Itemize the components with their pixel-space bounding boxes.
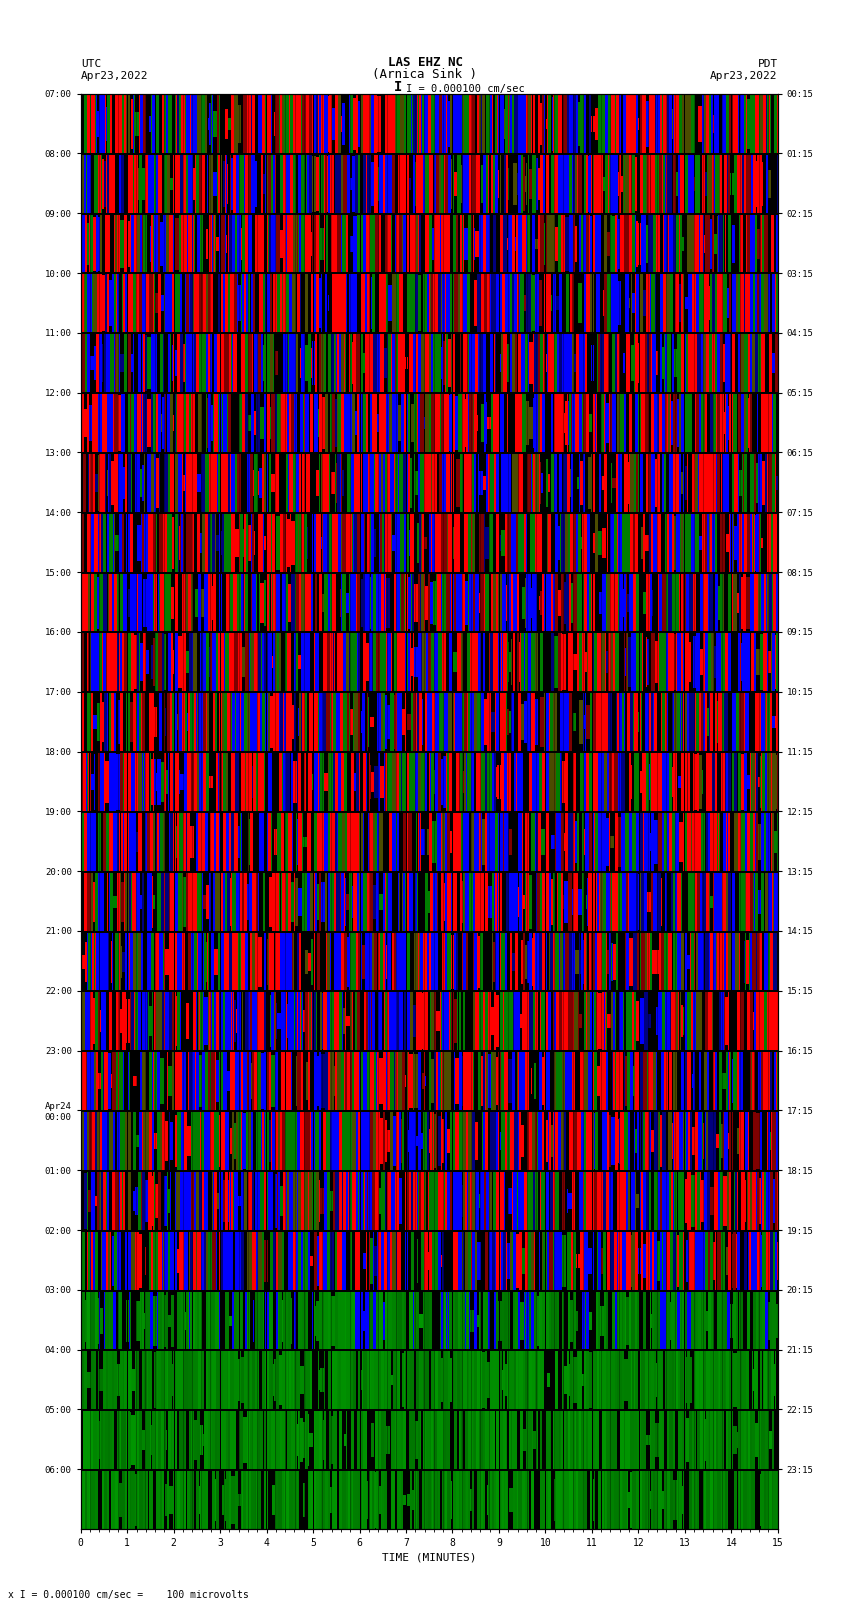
Text: Apr23,2022: Apr23,2022 [711, 71, 778, 82]
Text: I = 0.000100 cm/sec: I = 0.000100 cm/sec [406, 84, 525, 94]
X-axis label: TIME (MINUTES): TIME (MINUTES) [382, 1552, 477, 1563]
Text: Apr23,2022: Apr23,2022 [81, 71, 148, 82]
Text: UTC: UTC [81, 58, 101, 69]
Text: (Arnica Sink ): (Arnica Sink ) [372, 68, 478, 82]
Text: I: I [394, 81, 402, 94]
Text: x I = 0.000100 cm/sec =    100 microvolts: x I = 0.000100 cm/sec = 100 microvolts [8, 1590, 249, 1600]
Text: PDT: PDT [757, 58, 778, 69]
Text: LAS EHZ NC: LAS EHZ NC [388, 55, 462, 69]
